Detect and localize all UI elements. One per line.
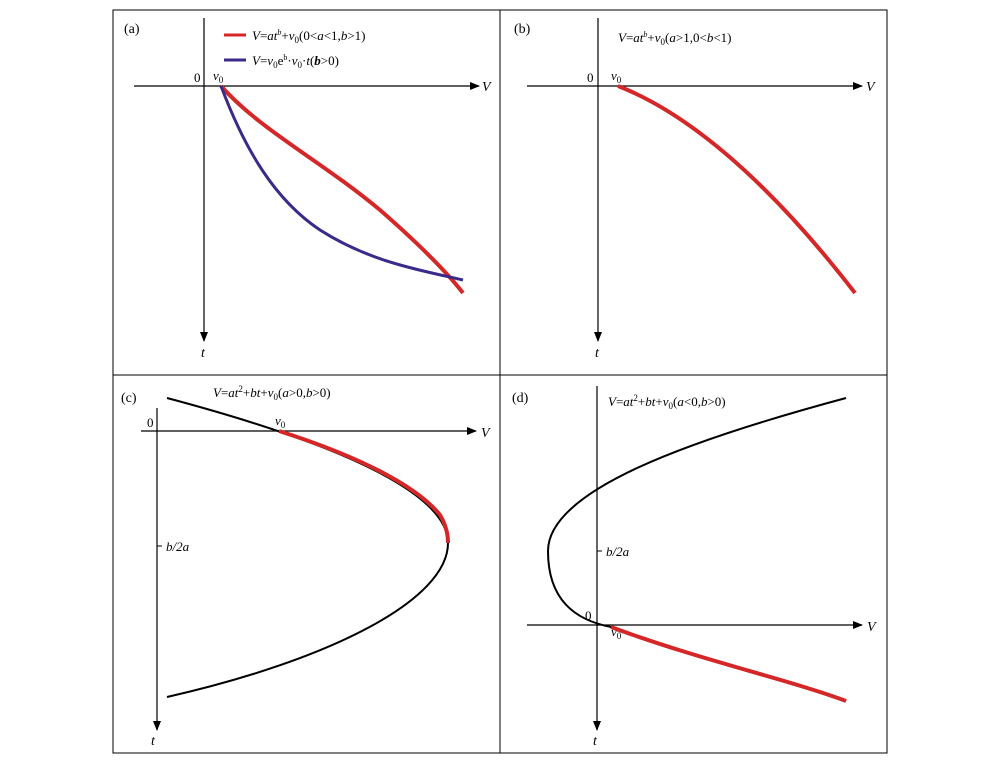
panel-d: (d) V=at2+bt+v0(a<0,b>0) 0 v0 V t b/2a — [512, 386, 877, 749]
panel-b-tag: (b) — [514, 22, 531, 37]
panel-a-v-label: V — [482, 80, 492, 95]
panel-b-power-curve — [617, 84, 857, 295]
panel-d-red-segment — [610, 625, 847, 703]
panel-a-tag: (a) — [124, 22, 140, 37]
panel-c-red-segment — [278, 429, 450, 544]
panel-a: (a) 0 v0 V t V=atb+v0(0<a<1,b>1) V=v0eb·… — [124, 18, 492, 361]
panel-a-exp-curve — [219, 85, 464, 282]
panel-c-v0-label: v0 — [275, 413, 286, 430]
panel-a-t-label: t — [201, 346, 206, 361]
legend-red-equation: V=atb+v0(0<a<1,b>1) — [252, 28, 365, 45]
panel-d-v0-label: v0 — [611, 624, 622, 641]
panel-d-t-label: t — [593, 734, 598, 749]
panel-a-power-curve — [219, 84, 465, 295]
panel-d-origin: 0 — [585, 608, 592, 623]
legend-blue-equation: V=v0eb·v0·t(b>0) — [252, 53, 339, 70]
panel-a-origin: 0 — [194, 70, 201, 85]
panel-b: (b) V=atb+v0(a>1,0<b<1) 0 v0 V t — [514, 18, 876, 361]
panel-b-v0-label: v0 — [611, 68, 622, 85]
panel-c: (c) V=at2+bt+v0(a>0,b>0) 0 v0 V t b/2a — [121, 384, 491, 749]
panel-c-v-label: V — [481, 426, 491, 441]
panel-c-parabola — [166, 397, 450, 698]
panel-d-tick-label: b/2a — [606, 544, 630, 559]
panel-c-t-label: t — [151, 734, 156, 749]
panel-b-origin: 0 — [587, 70, 594, 85]
panel-c-tick-label: b/2a — [166, 539, 190, 554]
panel-c-tag: (c) — [121, 391, 137, 406]
panel-c-origin: 0 — [147, 415, 154, 430]
panel-d-v-label: V — [867, 620, 877, 635]
panel-b-equation: V=atb+v0(a>1,0<b<1) — [618, 30, 731, 47]
panel-c-equation: V=at2+bt+v0(a>0,b>0) — [213, 384, 331, 402]
panel-d-tag: (d) — [512, 391, 529, 406]
panel-d-equation: V=at2+bt+v0(a<0,b>0) — [608, 393, 726, 411]
panel-b-t-label: t — [595, 346, 600, 361]
panel-b-v-label: V — [866, 80, 876, 95]
panel-a-v0-label: v0 — [213, 68, 224, 85]
